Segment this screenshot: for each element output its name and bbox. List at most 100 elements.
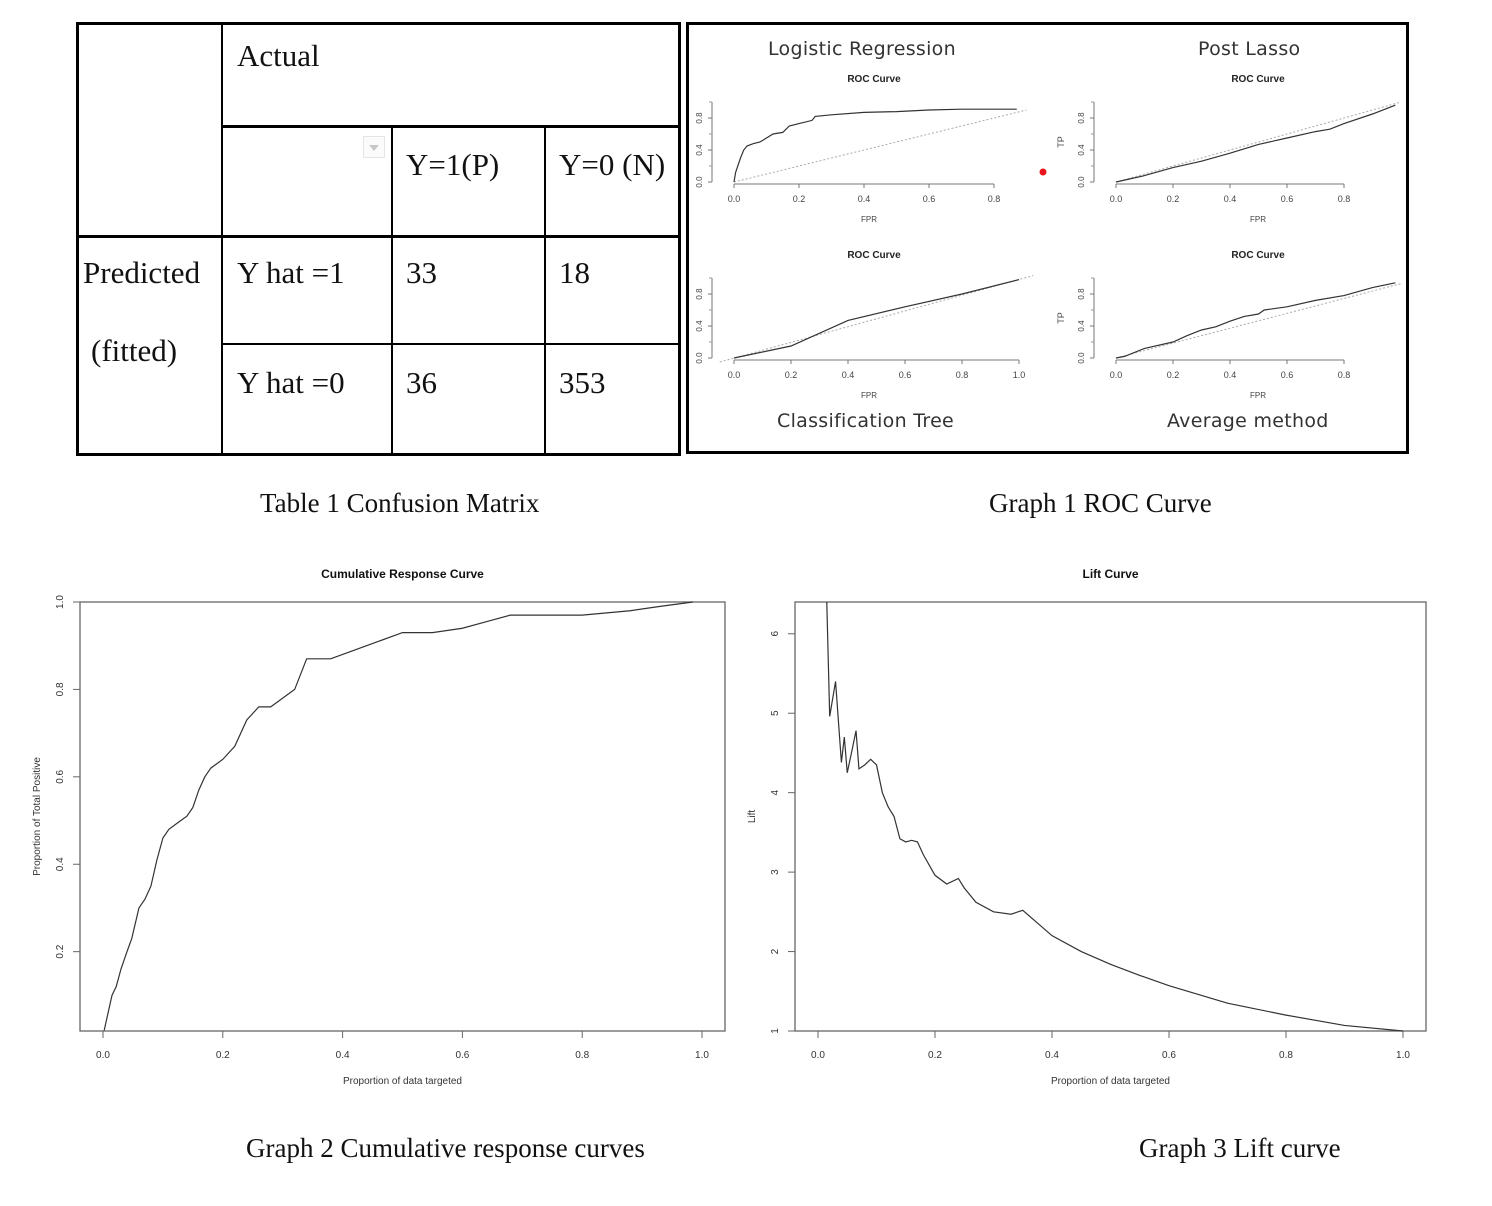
lift-x-tick-label: 0.2 — [928, 1050, 942, 1061]
col-header-negative: Y=0 (N) — [559, 147, 666, 182]
roc-x-tick-label: 0.8 — [956, 370, 969, 380]
cell-false-negative: 36 — [406, 365, 437, 400]
roc-y-tick-label: 0.0 — [1077, 352, 1086, 364]
roc-y-tick-label: 0.8 — [695, 288, 704, 300]
roc-y-axis-label: TP — [1056, 136, 1066, 148]
cell-true-positive: 33 — [406, 255, 437, 290]
crc-y-tick-label: 0.6 — [55, 769, 66, 783]
lift-chart-title: Lift Curve — [1082, 567, 1138, 581]
lift-x-tick-label: 0.4 — [1045, 1050, 1059, 1061]
roc-x-axis-label: FPR — [861, 391, 877, 400]
roc-x-axis-label: FPR — [1250, 215, 1266, 224]
row-header-yhat0: Y hat =0 — [237, 365, 345, 400]
roc-curve-line — [733, 108, 1017, 183]
roc-curve-line — [1115, 104, 1396, 183]
lift-y-tick-label: 5 — [770, 710, 781, 716]
roc-y-tick-label: 0.8 — [1077, 112, 1086, 124]
predicted-label: Predicted — [83, 255, 201, 290]
lift-y-tick-label: 1 — [770, 1028, 781, 1034]
lift-curve-line — [826, 601, 1404, 1032]
roc-x-tick-label: 0.6 — [1281, 194, 1294, 204]
roc-y-tick-label: 0.4 — [695, 144, 704, 156]
roc-x-tick-label: 0.0 — [728, 370, 741, 380]
table-border-bottom — [76, 453, 681, 456]
roc-curve-line — [1115, 282, 1396, 359]
table-divider — [221, 343, 681, 345]
actual-header: Actual — [237, 38, 320, 73]
lift-chart: Lift Curve 0.0 0.2 0.4 0.6 0.8 1.0 1 2 3 4 5 6 Propor… — [747, 567, 1427, 1087]
roc-x-tick-label: 0.0 — [1110, 370, 1123, 380]
table-border-right — [678, 22, 681, 456]
crc-chart-title: Cumulative Response Curve — [321, 567, 484, 581]
cumulative-response-chart: Cumulative Response Curve 0.0 0.2 0.4 0.6 0.8… — [32, 567, 726, 1087]
roc-y-tick-label: 0.8 — [695, 112, 704, 124]
table1-caption: Table 1 Confusion Matrix — [260, 488, 540, 518]
roc-x-axis-label: FPR — [861, 215, 877, 224]
crc-y-axis-label: Proportion of Total Positive — [32, 757, 43, 876]
dropdown-arrow-icon[interactable] — [363, 136, 385, 158]
crc-y-tick-label: 0.4 — [55, 857, 66, 871]
roc-plots: ROC Curve 0.0 0.2 0.4 0.6 0.8 0.0 0.4 0.8 FPR ROC … — [695, 74, 1402, 400]
roc-diagonal-line — [733, 109, 1027, 183]
roc-panel-title: ROC Curve — [847, 250, 901, 261]
roc-x-tick-label: 0.0 — [1110, 194, 1123, 204]
lift-x-tick-label: 0.0 — [811, 1050, 825, 1061]
lift-y-tick-label: 3 — [770, 869, 781, 875]
table-divider — [391, 126, 393, 456]
roc-x-tick-label: 0.8 — [988, 194, 1001, 204]
roc-y-tick-label: 0.4 — [1077, 144, 1086, 156]
predicted-label-fitted: (fitted) — [91, 333, 178, 368]
roc-curve-line — [733, 279, 1020, 359]
graph2-caption: Graph 2 Cumulative response curves — [246, 1133, 645, 1163]
cell-true-negative: 353 — [559, 365, 606, 400]
roc-x-axis-label: FPR — [1250, 391, 1266, 400]
table-divider — [544, 126, 546, 456]
crc-x-tick-label: 0.4 — [336, 1050, 350, 1061]
roc-x-tick-label: 0.6 — [1281, 370, 1294, 380]
table-divider — [221, 22, 223, 456]
roc-diagonal-line — [719, 275, 1034, 363]
lift-x-tick-label: 1.0 — [1396, 1050, 1410, 1061]
crc-y-tick-label: 1.0 — [55, 595, 66, 609]
roc-y-tick-label: 0.8 — [1077, 288, 1086, 300]
crc-y-tick-label: 0.8 — [55, 682, 66, 696]
table-border-top — [76, 22, 681, 25]
roc-heading-tree: Classification Tree — [777, 410, 955, 432]
crc-x-tick-label: 1.0 — [695, 1050, 709, 1061]
row-header-yhat1: Y hat =1 — [237, 255, 345, 290]
confusion-matrix-table: Actual Y=1(P) Y=0 (N) Predicted (fitted)… — [76, 22, 681, 456]
roc-x-tick-label: 0.4 — [1224, 370, 1237, 380]
roc-curve-figure: Logistic Regression Post Lasso Classific… — [686, 22, 1409, 454]
roc-diagonal-line — [1115, 283, 1402, 359]
lift-x-tick-label: 0.6 — [1162, 1050, 1176, 1061]
roc-x-tick-label: 0.4 — [858, 194, 871, 204]
lift-x-tick-label: 0.8 — [1279, 1050, 1293, 1061]
roc-x-tick-label: 0.2 — [793, 194, 806, 204]
roc-x-tick-label: 0.2 — [1167, 194, 1180, 204]
lift-y-tick-label: 4 — [770, 789, 781, 795]
crc-curve-line — [103, 601, 694, 1031]
crc-x-axis-label: Proportion of data targeted — [343, 1076, 462, 1087]
roc-y-tick-label: 0.0 — [695, 352, 704, 364]
roc-y-tick-label: 0.0 — [695, 176, 704, 188]
col-header-positive: Y=1(P) — [406, 147, 500, 182]
roc-x-tick-label: 0.4 — [842, 370, 855, 380]
roc-x-tick-label: 0.8 — [1338, 370, 1351, 380]
lift-y-axis-label: Lift — [747, 810, 758, 824]
roc-x-tick-label: 1.0 — [1013, 370, 1026, 380]
graph3-caption: Graph 3 Lift curve — [1139, 1133, 1341, 1163]
lift-y-tick-label: 2 — [770, 948, 781, 954]
roc-x-tick-label: 0.8 — [1338, 194, 1351, 204]
roc-heading-average: Average method — [1167, 410, 1329, 432]
roc-x-tick-label: 0.2 — [785, 370, 798, 380]
roc-y-tick-label: 0.4 — [695, 320, 704, 332]
crc-x-tick-label: 0.0 — [96, 1050, 110, 1061]
roc-panel-title: ROC Curve — [1231, 250, 1285, 261]
roc-x-tick-label: 0.2 — [1167, 370, 1180, 380]
roc-y-tick-label: 0.4 — [1077, 320, 1086, 332]
table-border-left — [76, 22, 79, 456]
roc-diagonal-line — [1115, 101, 1402, 183]
roc-y-tick-label: 0.0 — [1077, 176, 1086, 188]
roc-panel-title: ROC Curve — [1231, 74, 1285, 85]
roc-x-tick-label: 0.4 — [1224, 194, 1237, 204]
